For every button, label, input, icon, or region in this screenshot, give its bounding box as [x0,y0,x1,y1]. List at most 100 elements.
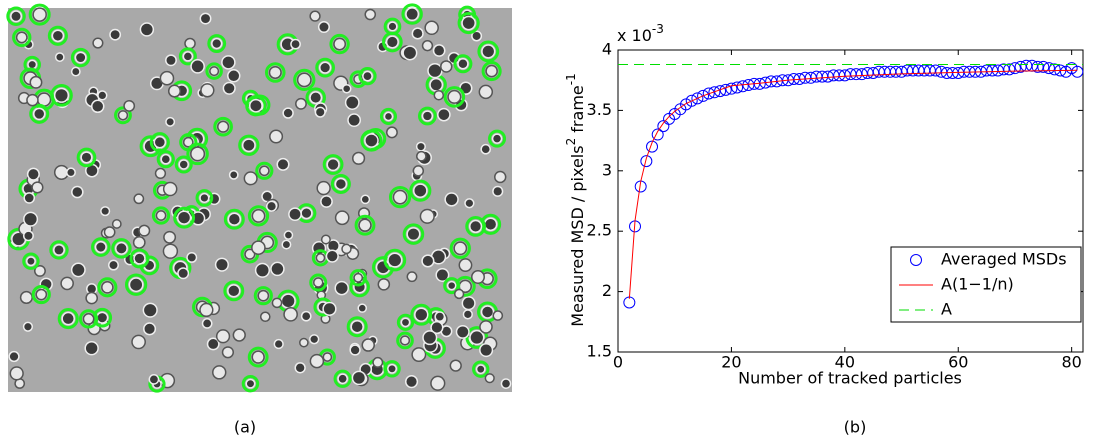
particle [362,70,373,82]
particle [227,284,241,298]
particle [314,106,326,118]
particle [457,58,469,70]
particle [309,91,323,105]
legend-label: A(1−1/n) [941,275,1014,294]
particle [437,107,451,122]
particle [215,329,231,344]
particle [351,151,366,165]
particle [364,8,377,21]
tracked-ring [329,33,350,55]
particle [427,62,443,79]
particle [406,227,421,242]
particle [217,120,230,133]
y-label-text: Measured MSD / pixels [568,145,587,326]
particle [471,30,483,42]
particle [51,29,65,43]
particle [364,133,379,148]
particle [415,141,426,152]
particle [358,218,372,232]
particle [469,219,483,234]
particle [177,267,190,280]
particle [377,278,391,291]
legend-label: A [941,300,952,319]
x-tick-label: 0 [613,353,623,372]
particle [25,256,36,267]
particle [182,136,194,148]
panel-label: (a) [234,418,256,437]
tracked-ring [207,34,227,53]
particle [404,375,419,389]
particle [421,110,434,122]
particle [33,264,46,277]
particle [128,277,144,293]
particle [421,254,435,268]
particle [254,262,271,278]
particle [280,293,296,309]
legend-marker [910,254,922,266]
particle [360,194,371,205]
tracked-ring [111,238,132,259]
particle [481,44,496,59]
particle [414,307,429,322]
particle [290,38,301,50]
particle [492,185,504,197]
particle [322,301,337,316]
tracked-ring [358,67,377,86]
particle [480,143,492,155]
particle [269,129,284,144]
x-tick-label: 80 [1061,353,1081,372]
particle [334,210,350,226]
tracked-ring [245,95,267,117]
particle [385,35,399,49]
particle [257,289,270,302]
particle [23,211,39,227]
tracked-ring [349,269,367,287]
particle [273,338,284,350]
particle [351,370,367,386]
tracked-ring [223,208,245,230]
particle [90,99,105,114]
particle [10,10,23,23]
y-tick-label: 1.5 [587,342,612,361]
tracked-ring [346,316,368,338]
particle [155,210,167,221]
particle [232,328,246,342]
particle [270,261,285,277]
particle [288,207,302,222]
particle [353,272,364,283]
particle [344,95,360,110]
tracked-ring [151,206,171,225]
particle [214,257,229,272]
tracked-ring [241,374,260,393]
tracked-ring [47,25,68,46]
particle [212,365,227,380]
particle [429,77,444,92]
particle [484,373,495,384]
particle [199,302,214,318]
particle [96,311,109,324]
tracked-ring [417,106,437,126]
tracked-ring [388,186,412,209]
particle [400,317,411,328]
particle [491,133,503,144]
fit-line [628,69,1078,299]
data-point [736,80,749,93]
tracked-ring [255,161,274,180]
tracked-ring [253,286,273,306]
particle [430,375,446,391]
particle [485,64,498,78]
tracked-ring [360,129,383,152]
particle [316,180,331,196]
y-label-sup: 2 [564,138,578,146]
particle [8,350,20,363]
particle [494,170,507,184]
tracked-ring [402,223,425,245]
tracked-ring [156,150,175,169]
tracked-ring [443,86,466,108]
y-label-text: frame [568,85,587,138]
y-tick-label: 3 [602,160,612,179]
particle [26,93,39,107]
particle [206,337,220,351]
particle [200,83,215,98]
tracked-ring [205,62,223,80]
